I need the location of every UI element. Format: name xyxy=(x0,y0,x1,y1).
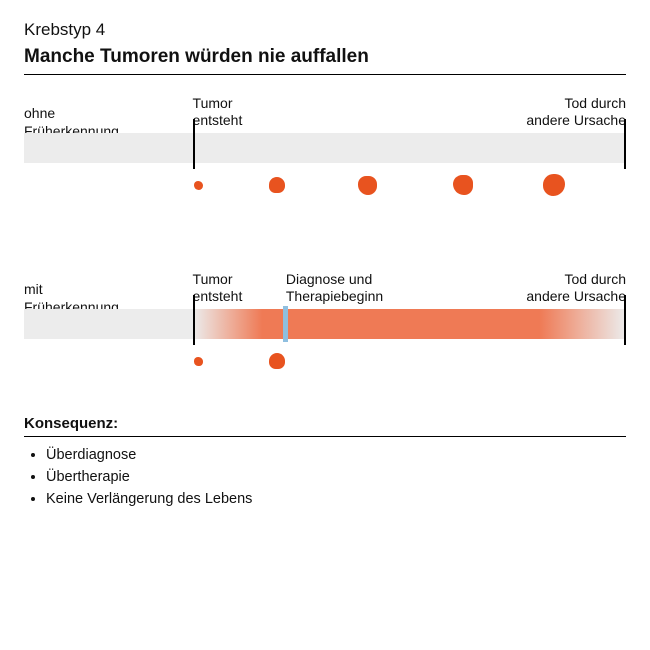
consequence-item: Übertherapie xyxy=(46,467,626,489)
tumor-blob xyxy=(194,181,203,190)
timeline-bar-a xyxy=(24,133,626,163)
main-title: Manche Tumoren würden nie auffallen xyxy=(24,46,626,68)
tumor-blob xyxy=(269,177,285,193)
timeline-label: Tod durch andere Ursache xyxy=(526,271,626,305)
timeline-label: Tumor entsteht xyxy=(193,95,243,129)
tumor-blob xyxy=(453,175,473,195)
scenario-with-screening: Tumor entsteht Diagnose und Therapiebegin… xyxy=(24,265,626,385)
tumor-blob xyxy=(269,353,285,369)
timeline-label: Diagnose und Therapiebeginn xyxy=(286,271,383,305)
supertitle: Krebstyp 4 xyxy=(24,20,626,40)
consequence-heading: Konsequenz: xyxy=(24,415,626,432)
tick-tumor-start-b xyxy=(193,295,195,345)
tick-tumor-start-a xyxy=(193,119,195,169)
timeline-label: Tod durch andere Ursache xyxy=(526,95,626,129)
tick-death-a xyxy=(624,119,626,169)
tumor-blob xyxy=(543,174,565,196)
tumor-blobs-a xyxy=(24,175,626,209)
consequence-item: Überdiagnose xyxy=(46,445,626,467)
consequence-list: ÜberdiagnoseÜbertherapieKeine Verlängeru… xyxy=(24,445,626,510)
tick-death-b xyxy=(624,295,626,345)
consequence-block: Konsequenz: ÜberdiagnoseÜbertherapieKein… xyxy=(24,415,626,510)
top-rule xyxy=(24,74,626,75)
tumor-blobs-b xyxy=(24,351,626,385)
diagnosis-marker xyxy=(283,306,288,342)
bottom-rule xyxy=(24,436,626,437)
timeline-b xyxy=(24,309,626,339)
consequence-item: Keine Verlängerung des Lebens xyxy=(46,489,626,511)
tumor-blob xyxy=(194,357,203,366)
tumor-blob xyxy=(358,176,377,195)
timeline-label: Tumor entsteht xyxy=(193,271,243,305)
scenario-without-screening: Tumor entstehtTod durch andere Ursache o… xyxy=(24,89,626,209)
timeline-a xyxy=(24,133,626,163)
therapy-gradient xyxy=(193,309,626,339)
